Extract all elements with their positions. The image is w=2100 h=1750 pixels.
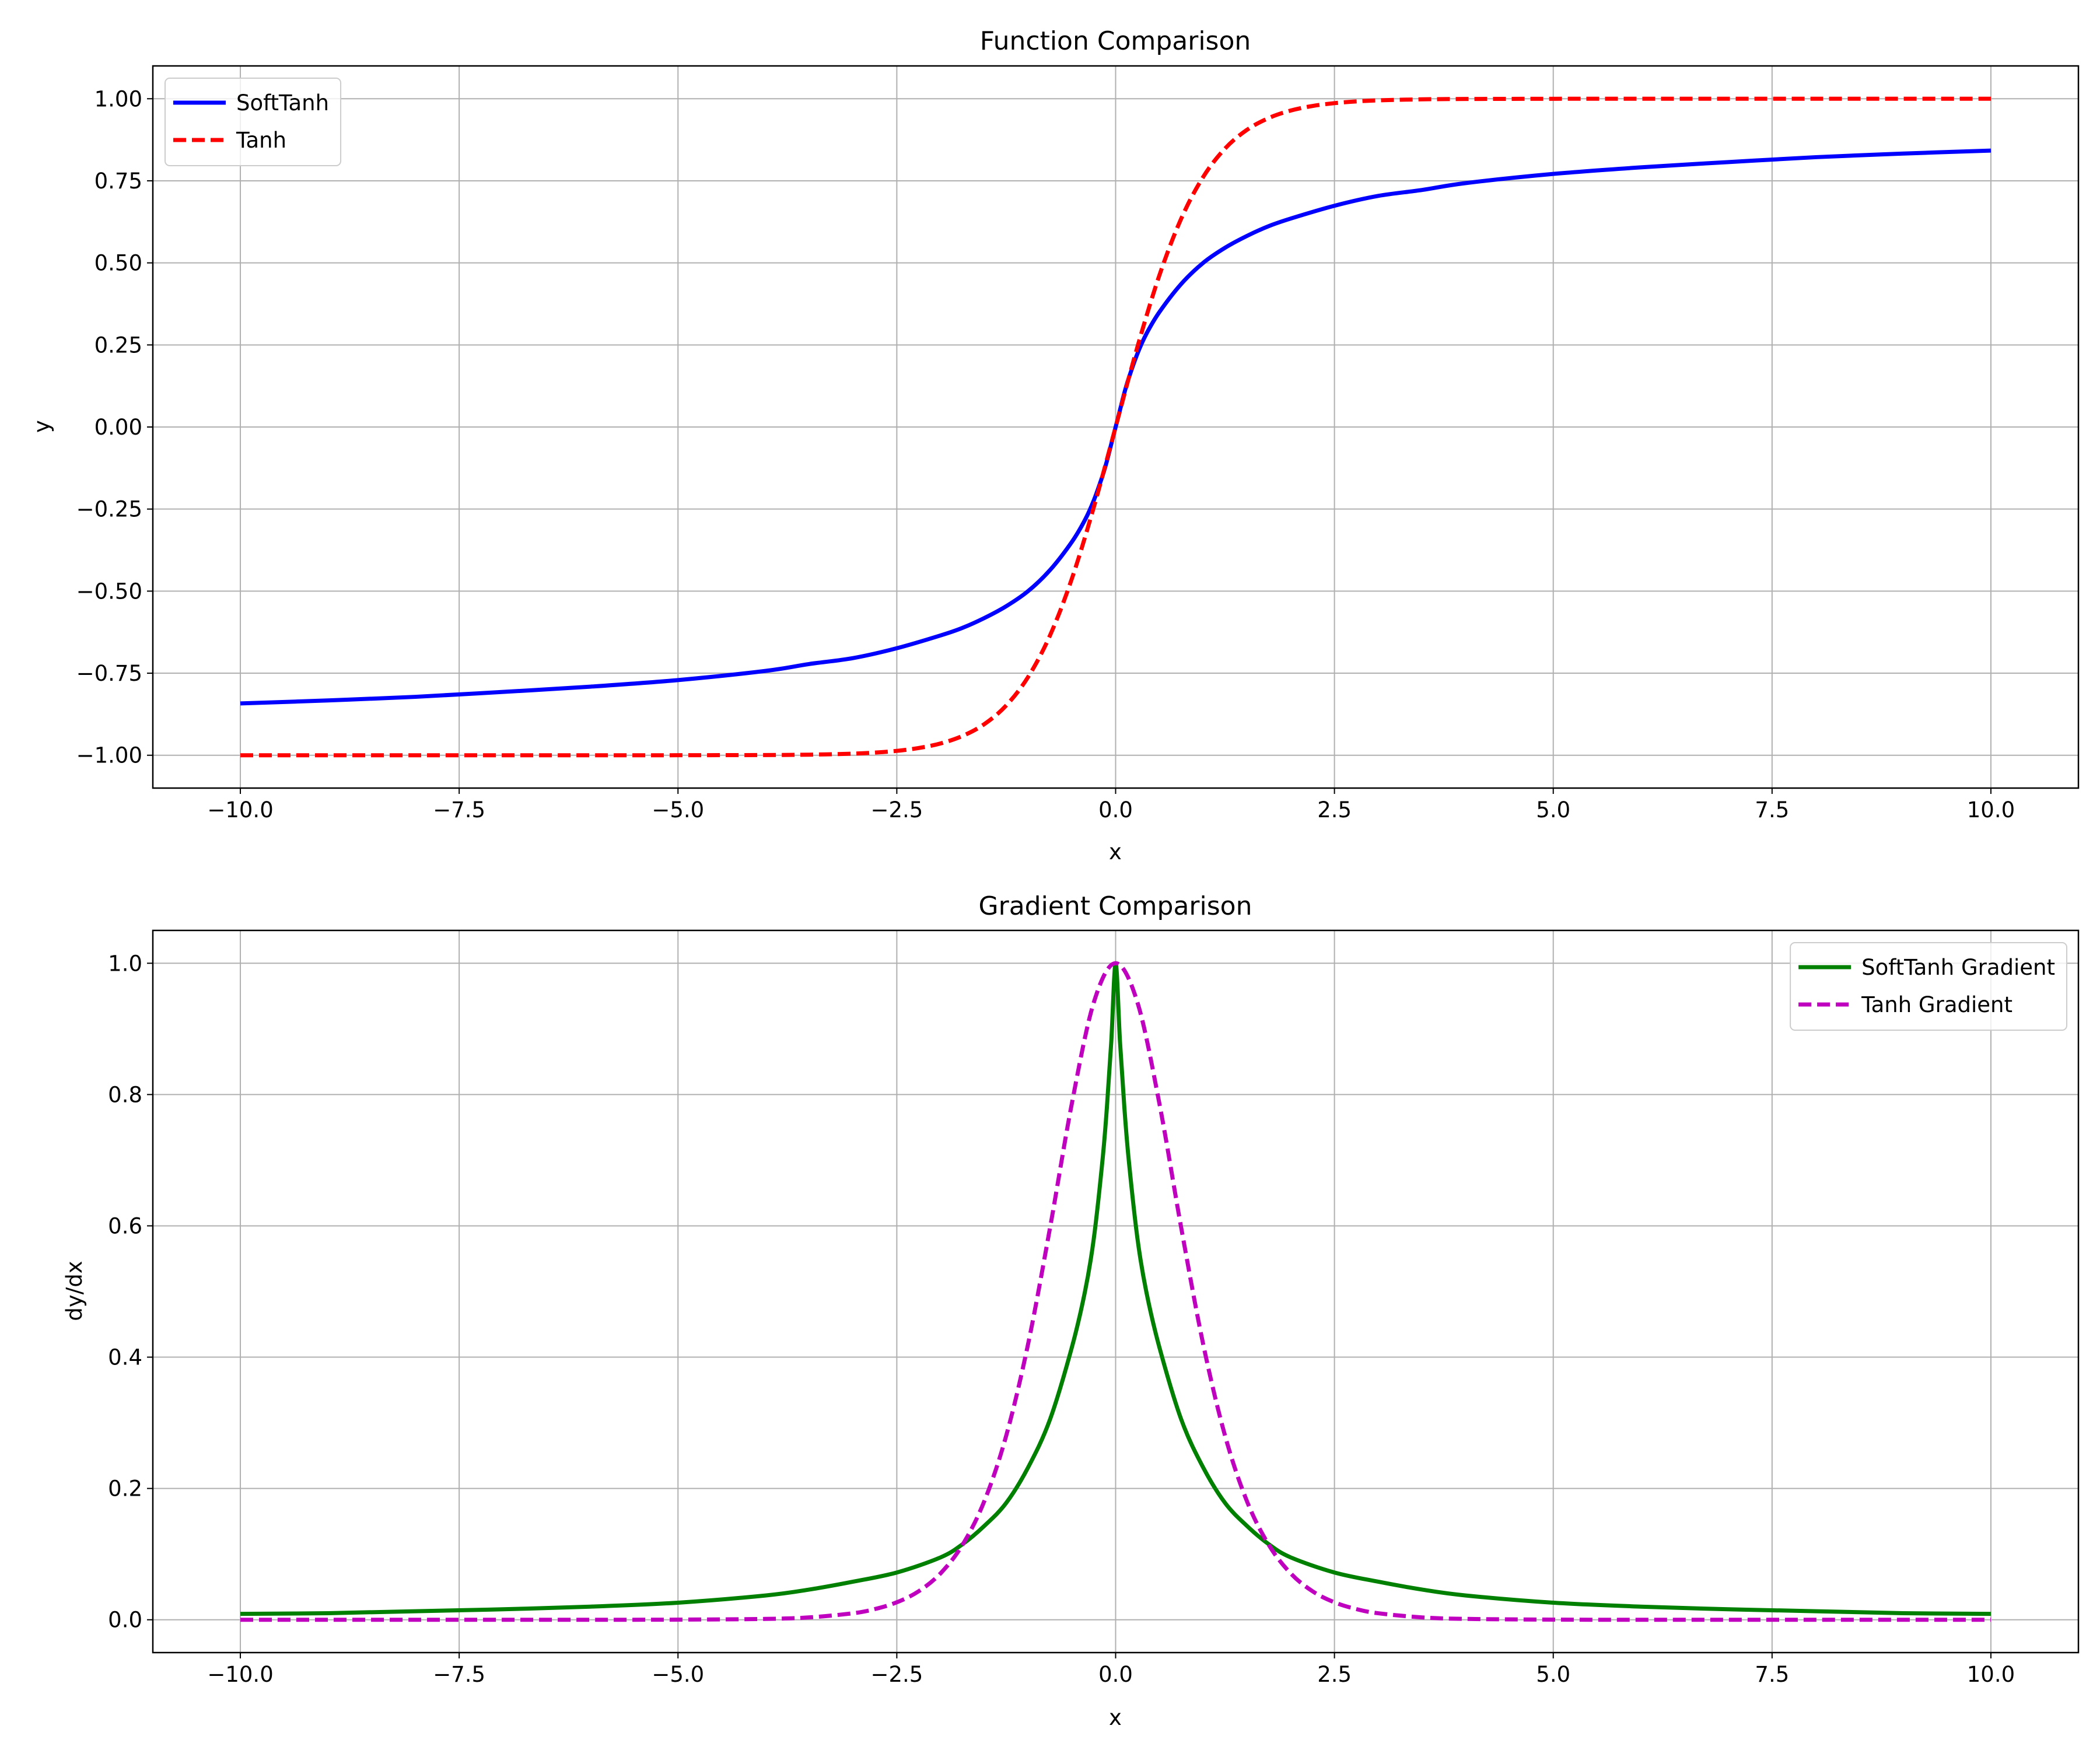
- x-tick-label: −2.5: [870, 1662, 923, 1687]
- y-tick-label: 0.8: [108, 1082, 142, 1107]
- legend: SoftTanh Tanh: [164, 78, 342, 166]
- y-tick-label: 0.50: [94, 251, 142, 276]
- x-tick-label: −7.5: [433, 1662, 485, 1687]
- y-tick-label: 0.0: [108, 1608, 142, 1633]
- y-tick-label: 0.75: [94, 169, 142, 194]
- x-axis-label: x: [1109, 839, 1122, 864]
- y-tick-label: −0.25: [76, 497, 142, 522]
- function-comparison-chart: Function Comparison x y −10.0 −7.5 −5.0 −2.…: [29, 26, 2080, 864]
- x-tick-label: 2.5: [1317, 797, 1352, 822]
- y-axis-label: y: [29, 420, 54, 433]
- y-tick-label: 0.4: [108, 1345, 142, 1370]
- y-tick-label: 1.00: [94, 86, 142, 111]
- y-tick-label: 0.00: [94, 415, 142, 440]
- tanh-gradient-line: [240, 961, 1991, 1622]
- legend-box: [164, 78, 342, 166]
- plot-frame: [152, 65, 2080, 789]
- legend-label: Tanh Gradient: [1861, 992, 2013, 1017]
- y-tick-label: −1.00: [76, 743, 142, 768]
- x-tick-label: −7.5: [433, 797, 485, 822]
- x-tick-label: 0.0: [1098, 1662, 1133, 1687]
- x-tick-label: 10.0: [1967, 1662, 2015, 1687]
- plot-frame: [152, 929, 2080, 1654]
- x-tick-label: 5.0: [1536, 797, 1570, 822]
- y-tick-label: 1.0: [108, 951, 142, 976]
- y-tick-label: 0.2: [108, 1476, 142, 1502]
- legend-label: Tanh: [236, 128, 286, 153]
- x-tick-label: 7.5: [1755, 797, 1789, 822]
- legend-box: [1790, 942, 2067, 1031]
- chart-title: Gradient Comparison: [979, 891, 1252, 921]
- legend: SoftTanh Gradient Tanh Gradient: [1790, 942, 2067, 1031]
- chart-title: Function Comparison: [980, 26, 1251, 56]
- x-tick-label: 7.5: [1755, 1662, 1789, 1687]
- y-tick-label: 0.6: [108, 1213, 142, 1238]
- x-tick-label: −10.0: [207, 797, 273, 822]
- x-tick-label: 10.0: [1967, 797, 2015, 822]
- x-tick-label: −2.5: [870, 797, 923, 822]
- x-tick-label: 0.0: [1098, 797, 1133, 822]
- gradient-comparison-chart: Gradient Comparison x dy/dx −10.0 −7.5 −5.…: [62, 891, 2080, 1730]
- x-tick-label: −5.0: [652, 1662, 704, 1687]
- y-tick-label: 0.25: [94, 332, 142, 358]
- y-axis-label: dy/dx: [62, 1261, 87, 1321]
- x-tick-label: 2.5: [1317, 1662, 1352, 1687]
- x-tick-label: −5.0: [652, 797, 704, 822]
- softtanh-line: [240, 148, 1992, 706]
- x-tick-label: −10.0: [207, 1662, 273, 1687]
- legend-label: SoftTanh: [236, 90, 329, 116]
- tanh-line: [240, 96, 1991, 758]
- x-tick-label: 5.0: [1536, 1662, 1570, 1687]
- x-axis-label: x: [1109, 1705, 1122, 1730]
- legend-label: SoftTanh Gradient: [1861, 955, 2055, 980]
- y-tick-label: −0.50: [76, 579, 142, 604]
- grid: [153, 930, 2078, 1653]
- y-tick-label: −0.75: [76, 661, 142, 686]
